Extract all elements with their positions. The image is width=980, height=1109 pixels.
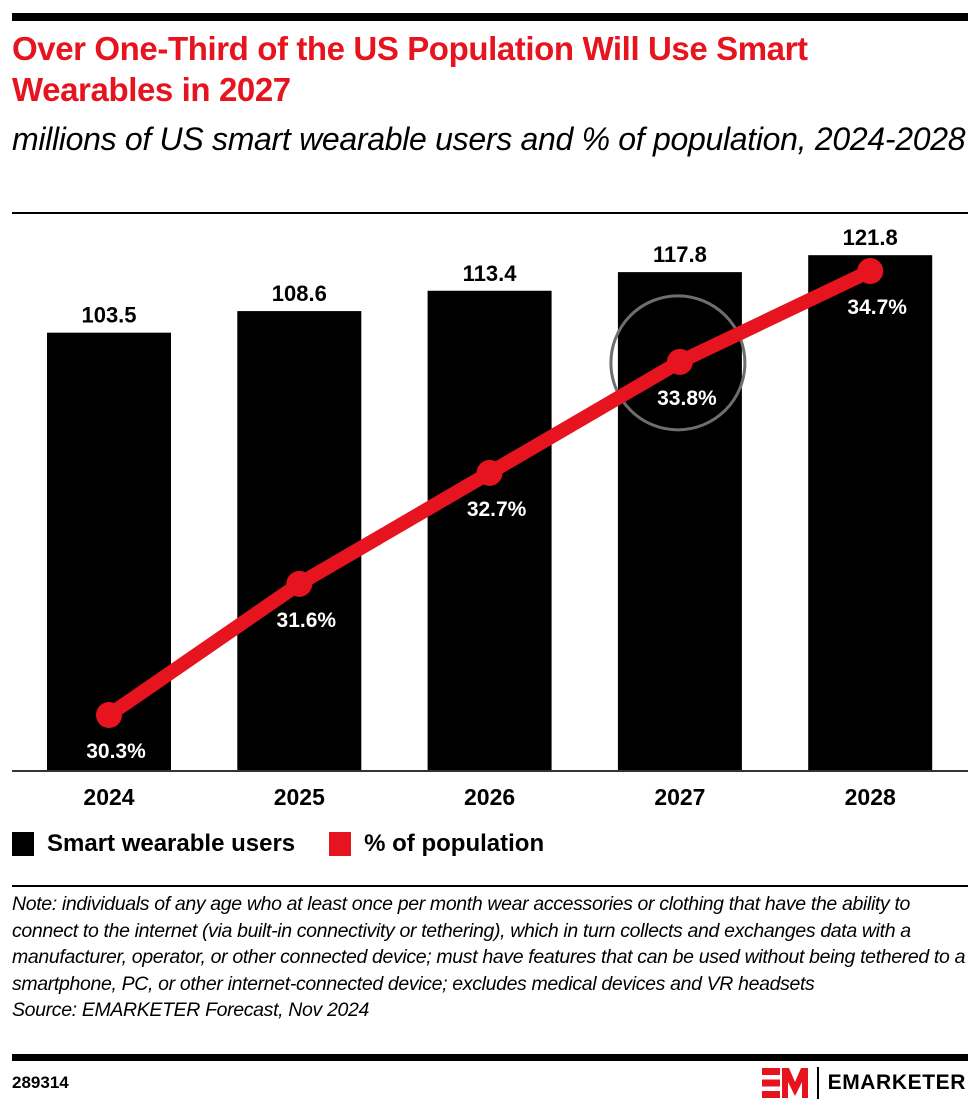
bars-layer: 103.5 108.6 113.4 117.8 121.8: [47, 225, 933, 771]
footnote: Note: individuals of any age who at leas…: [12, 891, 972, 1024]
subtitle-rule: [12, 212, 968, 214]
legend-item-population: % of population: [329, 830, 544, 858]
bar-value-label-2027: 117.8: [653, 242, 707, 267]
legend-swatch-users: [12, 832, 34, 856]
population-label-2028: 34.7%: [847, 296, 907, 319]
legend-label-population: % of population: [364, 830, 545, 857]
population-point-2027: [666, 348, 693, 375]
x-tick-label-2025: 2025: [274, 784, 325, 810]
bar-value-label-2028: 121.8: [843, 225, 898, 250]
bar-value-label-2025: 108.6: [272, 281, 327, 306]
legend-label-users: Smart wearable users: [47, 830, 296, 857]
bar-value-label-2024: 103.5: [81, 303, 136, 328]
logo-divider: [816, 1067, 819, 1099]
population-label-2026: 32.7%: [467, 498, 527, 521]
brand-name: EMARKETER: [827, 1071, 966, 1094]
legend: Smart wearable users % of population: [12, 830, 578, 858]
legend-swatch-population: [329, 832, 352, 856]
x-tick-label-2024: 2024: [83, 784, 134, 810]
line-layer: 30.3% 31.6% 32.7% 33.8% 34.7%: [86, 258, 907, 763]
highlight-circle: [609, 294, 747, 432]
population-point-2025: [286, 570, 313, 597]
chart-id: 289314: [12, 1073, 69, 1092]
top-rule: [12, 13, 968, 21]
x-tick-label-2027: 2027: [654, 784, 705, 810]
em-logo-icon: [761, 1068, 808, 1098]
population-label-2025: 31.6%: [277, 609, 337, 632]
x-tick-label-2028: 2028: [845, 784, 896, 810]
emarketer-logo: EMARKETER: [761, 1066, 966, 1100]
population-label-2024: 30.3%: [86, 740, 146, 763]
bar-2024: [47, 332, 171, 771]
bar-2026: [427, 290, 552, 771]
population-label-2027: 33.8%: [657, 387, 717, 410]
note-text: Note: individuals of any age who at leas…: [12, 893, 966, 995]
x-tick-label-2026: 2026: [464, 784, 515, 810]
chart-title: Over One-Third of the US Population Will…: [12, 30, 808, 108]
bar-2028: [808, 255, 933, 771]
note-rule: [12, 885, 968, 887]
population-point-2026: [476, 459, 503, 486]
bar-2025: [237, 311, 362, 771]
population-point-2028: [857, 258, 884, 285]
bar-value-label-2026: 113.4: [463, 261, 518, 286]
population-point-2024: [96, 702, 122, 728]
footer-rule: [12, 1054, 968, 1061]
legend-item-users: Smart wearable users: [12, 830, 295, 858]
x-tick-labels: 2024 2025 2026 2027 2028: [83, 784, 896, 810]
source-text: Source: EMARKETER Forecast, Nov 2024: [12, 999, 369, 1021]
chart-subtitle: millions of US smart wearable users and …: [12, 121, 966, 157]
